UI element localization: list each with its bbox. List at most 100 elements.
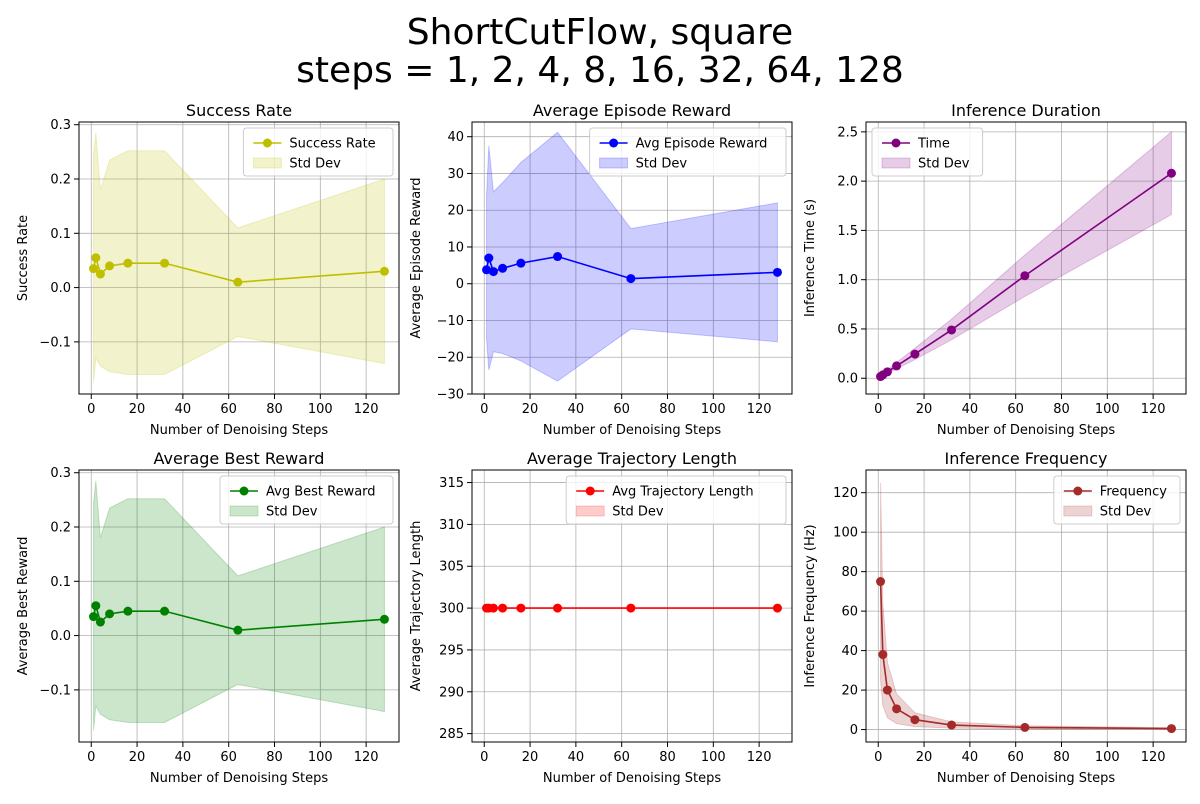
data-point bbox=[1166, 724, 1176, 734]
legend-marker-swatch bbox=[262, 138, 272, 148]
legend: Success Rate Std Dev bbox=[242, 127, 394, 177]
x-axis-label: Number of Denoising Steps bbox=[937, 423, 1115, 438]
y-tick-label: 30 bbox=[447, 167, 464, 182]
data-point bbox=[516, 258, 526, 268]
y-tick-label: 0.2 bbox=[50, 173, 71, 188]
x-tick-label: 120 bbox=[354, 750, 379, 765]
x-tick-label: 0 bbox=[87, 750, 95, 765]
x-tick-label: 100 bbox=[701, 402, 726, 417]
x-tick-label: 80 bbox=[266, 750, 283, 765]
y-axis-label: Average Trajectory Length bbox=[409, 521, 424, 692]
subplot-title: Average Episode Reward bbox=[533, 101, 731, 120]
legend-band-swatch bbox=[1063, 505, 1093, 517]
y-tick-label: 0.0 bbox=[50, 281, 71, 296]
legend-label-std: Std Dev bbox=[918, 157, 970, 172]
legend-band-swatch bbox=[599, 157, 629, 169]
subplot-3: 0 20 40 60 80 100 120 0.0 0.5 1.0 1.5 2.0 2.5 Inferen… bbox=[803, 101, 1187, 438]
axes-frame bbox=[865, 121, 1187, 395]
legend-band-swatch bbox=[575, 505, 605, 517]
data-point bbox=[1166, 168, 1176, 178]
data-point bbox=[626, 603, 636, 613]
y-tick-label: 310 bbox=[439, 518, 464, 533]
x-tick-label: 80 bbox=[659, 402, 676, 417]
legend-label-series: Success Rate bbox=[289, 137, 375, 152]
subplot-4: 0 20 40 60 80 100 120 −0.1 0.0 0.1 0.2 0.3 Average B… bbox=[16, 449, 400, 786]
subplot-title: Success Rate bbox=[186, 101, 292, 120]
data-point bbox=[89, 612, 99, 622]
y-tick-label: 1.0 bbox=[837, 273, 858, 288]
y-axis-label: Inference Time (s) bbox=[803, 199, 818, 317]
x-tick-label: 40 bbox=[175, 750, 192, 765]
legend-label-std: Std Dev bbox=[612, 505, 664, 520]
x-tick-label: 20 bbox=[916, 402, 933, 417]
data-point bbox=[105, 261, 115, 271]
x-tick-label: 100 bbox=[701, 750, 726, 765]
data-point bbox=[484, 253, 494, 263]
subplot-5: 0 20 40 60 80 100 120 285 290 295 300 305 310 315 Aver… bbox=[409, 449, 793, 786]
subplot-title: Inference Frequency bbox=[945, 449, 1108, 468]
y-tick-label: −20 bbox=[437, 351, 464, 366]
data-point bbox=[947, 720, 957, 730]
data-point bbox=[233, 625, 243, 635]
y-tick-label: 0.3 bbox=[50, 118, 71, 133]
x-tick-label: 120 bbox=[1141, 402, 1166, 417]
legend-box bbox=[1053, 475, 1181, 525]
x-tick-label: 0 bbox=[87, 402, 95, 417]
x-tick-label: 60 bbox=[220, 750, 237, 765]
y-tick-label: 120 bbox=[833, 486, 858, 501]
y-tick-label: 0.3 bbox=[50, 466, 71, 481]
x-tick-label: 40 bbox=[962, 750, 979, 765]
data-point bbox=[91, 253, 101, 263]
x-axis-label: Number of Denoising Steps bbox=[543, 771, 721, 786]
y-tick-label: 285 bbox=[439, 727, 464, 742]
legend-label-series: Time bbox=[917, 137, 950, 152]
legend-label-series: Frequency bbox=[1100, 485, 1167, 500]
x-tick-label: 0 bbox=[874, 750, 882, 765]
y-tick-label: 20 bbox=[447, 204, 464, 219]
legend: Avg Trajectory Length Std Dev bbox=[565, 475, 787, 525]
y-axis-label: Success Rate bbox=[16, 215, 31, 301]
data-point bbox=[160, 606, 170, 616]
legend-box bbox=[565, 475, 787, 525]
legend-band-swatch bbox=[252, 157, 282, 169]
y-tick-label: 60 bbox=[841, 605, 858, 620]
std-dev-band bbox=[93, 132, 385, 383]
x-tick-label: 0 bbox=[874, 402, 882, 417]
x-tick-label: 20 bbox=[129, 750, 146, 765]
axes-frame bbox=[78, 469, 400, 743]
data-point bbox=[123, 606, 133, 616]
y-tick-label: 40 bbox=[841, 644, 858, 659]
data-point bbox=[160, 258, 170, 268]
y-tick-label: 80 bbox=[841, 565, 858, 580]
x-tick-label: 0 bbox=[480, 402, 488, 417]
figure-title-line2: steps = 1, 2, 4, 8, 16, 32, 64, 128 bbox=[296, 50, 904, 91]
x-axis-label: Number of Denoising Steps bbox=[150, 771, 328, 786]
y-tick-label: −0.1 bbox=[39, 335, 71, 350]
y-tick-label: 0.0 bbox=[50, 629, 71, 644]
data-point bbox=[878, 650, 888, 660]
legend-box bbox=[242, 127, 394, 177]
data-point bbox=[379, 614, 389, 624]
legend: Avg Episode Reward Std Dev bbox=[589, 127, 787, 177]
y-tick-label: 0 bbox=[850, 723, 858, 738]
y-tick-label: 0.2 bbox=[50, 521, 71, 536]
legend: Frequency Std Dev bbox=[1053, 475, 1181, 525]
data-point bbox=[498, 263, 508, 273]
x-tick-label: 40 bbox=[568, 402, 585, 417]
y-tick-label: 290 bbox=[439, 685, 464, 700]
legend-marker-swatch bbox=[609, 138, 619, 148]
y-tick-label: 20 bbox=[841, 684, 858, 699]
x-tick-label: 0 bbox=[480, 750, 488, 765]
y-tick-label: 100 bbox=[833, 526, 858, 541]
x-tick-label: 20 bbox=[129, 402, 146, 417]
legend-label-std: Std Dev bbox=[266, 505, 318, 520]
data-point bbox=[91, 601, 101, 611]
y-axis-label: Inference Frequency (Hz) bbox=[803, 524, 818, 687]
legend-marker-swatch bbox=[891, 138, 901, 148]
series-line bbox=[879, 581, 1172, 730]
x-tick-label: 60 bbox=[613, 402, 630, 417]
data-point bbox=[1020, 722, 1030, 732]
y-tick-label: 0.1 bbox=[50, 575, 71, 590]
legend-band-swatch bbox=[229, 505, 259, 517]
x-tick-label: 40 bbox=[175, 402, 192, 417]
